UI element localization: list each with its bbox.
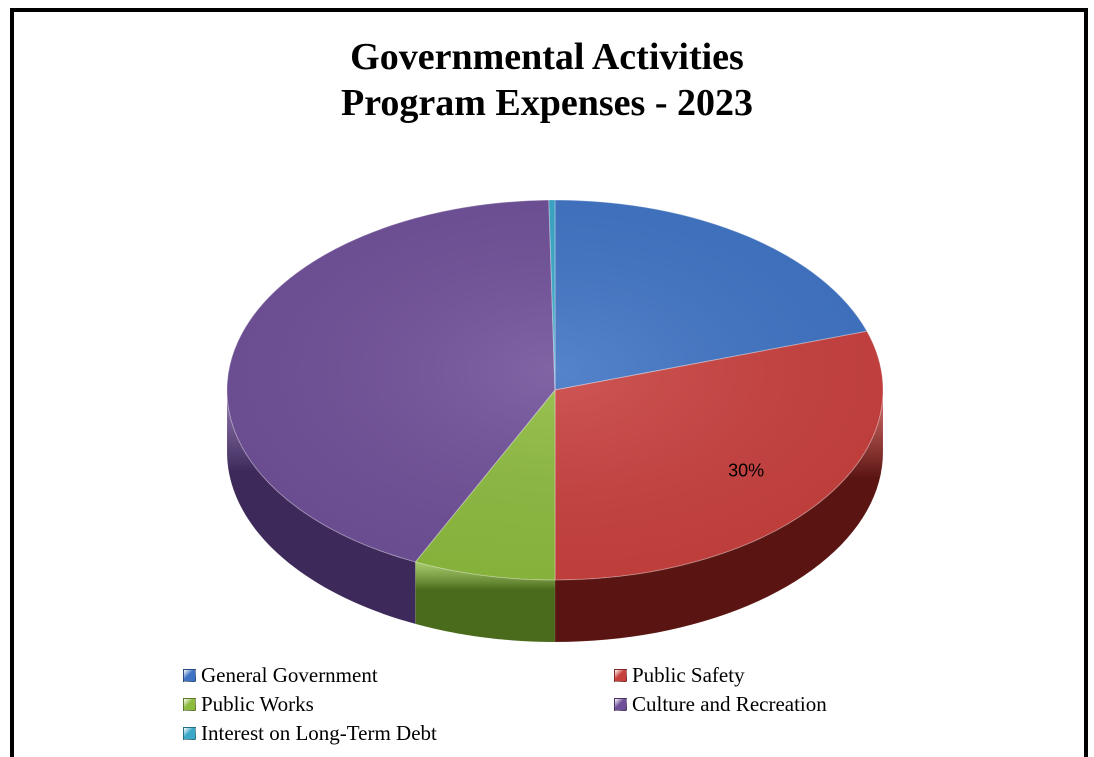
chart-legend: General Government Public Safety Public Wo… [183, 662, 903, 747]
data-label-public-safety: 30% [728, 460, 764, 480]
legend-label: General Government [201, 663, 378, 687]
legend-label: Public Works [201, 692, 314, 716]
legend-swatch-general-government [183, 669, 196, 682]
legend-item-interest-on-long-term-debt: Interest on Long-Term Debt [183, 720, 614, 747]
legend-item-culture-and-recreation: Culture and Recreation [614, 691, 903, 718]
legend-label: Public Safety [632, 663, 745, 687]
legend-label: Culture and Recreation [632, 692, 827, 716]
chart-title-line-1: Governmental Activities [350, 36, 744, 78]
chart-title: Governmental Activities Program Expenses… [0, 34, 1094, 126]
legend-swatch-public-works [183, 698, 196, 711]
legend-swatch-interest-on-long-term-debt [183, 727, 196, 740]
legend-swatch-public-safety [614, 669, 627, 682]
pie-top [226, 199, 884, 581]
legend-item-general-government: General Government [183, 662, 614, 689]
chart-title-line-2: Program Expenses - 2023 [341, 82, 753, 124]
legend-item-public-works: Public Works [183, 691, 614, 718]
legend-swatch-culture-and-recreation [614, 698, 627, 711]
legend-label: Interest on Long-Term Debt [201, 721, 437, 745]
legend-item-public-safety: Public Safety [614, 662, 903, 689]
